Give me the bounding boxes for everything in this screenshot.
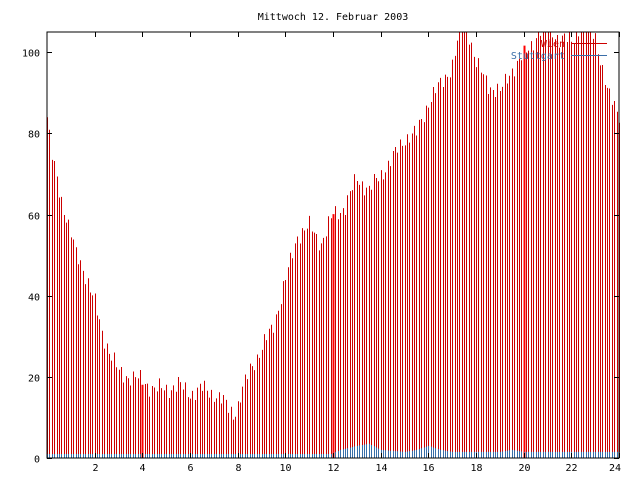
x-tick-label: 14 (375, 463, 387, 474)
x-tick-label: 6 (187, 463, 193, 474)
y-tick-label: 60 (28, 212, 40, 223)
x-tick-label: 4 (139, 463, 145, 474)
x-tick-label: 24 (609, 463, 621, 474)
y-tick-label: 100 (22, 49, 40, 60)
x-tick-label: 8 (235, 463, 241, 474)
x-tick-label: 12 (327, 463, 339, 474)
plot-frame (46, 31, 620, 459)
x-tick-label: 20 (518, 463, 530, 474)
legend-label-wien: Wien (541, 39, 565, 50)
y-tick-label: 40 (28, 293, 40, 304)
x-tick-label: 10 (279, 463, 291, 474)
x-tick-label: 22 (565, 463, 577, 474)
chart-title: Mittwoch 12. Februar 2003 (258, 12, 409, 23)
legend-label-stuttgart: Stuttgart (511, 51, 565, 62)
y-tick-label: 0 (34, 455, 40, 466)
series-wien (47, 32, 620, 458)
x-tick-label: 18 (470, 463, 482, 474)
y-tick-label: 80 (28, 130, 40, 141)
x-tick-label: 2 (92, 463, 98, 474)
x-tick-label: 16 (422, 463, 434, 474)
series-stuttgart (47, 443, 620, 458)
bars-layer (47, 32, 620, 458)
y-tick-label: 20 (28, 374, 40, 385)
